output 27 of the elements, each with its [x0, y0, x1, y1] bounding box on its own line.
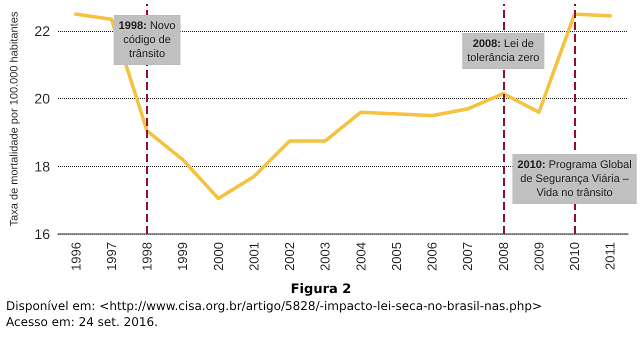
- x-tick-label: 2006: [424, 242, 440, 271]
- x-tick-label: 2000: [210, 242, 226, 271]
- y-tick-label: 22: [34, 23, 50, 40]
- y-tick-label: 20: [34, 90, 50, 107]
- text: Figura 2: [290, 282, 352, 297]
- x-tick-label: 2009: [531, 242, 546, 271]
- x-tick-label: 2011: [602, 242, 618, 270]
- x-tick-label: 2008: [496, 242, 511, 271]
- x-tick-label: 1997: [104, 242, 119, 271]
- text: Disponível em: <http://www.cisa.org.br/artigo/5828/-impacto-lei-seca-no-brasil-nas.php>: [6, 299, 544, 313]
- text: Acesso em: 24 set. 2016.: [6, 315, 159, 329]
- x-tick-label: 2004: [353, 242, 368, 271]
- y-tick-label: 16: [34, 226, 50, 242]
- ref-line-label: 1998: Novo código de trânsito: [118, 20, 176, 60]
- ref-line-label: 2008: Lei de tolerância zero: [467, 38, 540, 64]
- x-tick-label: 1998: [140, 242, 155, 271]
- ref-line-label: 2010: Programa Global de Segurança Viária – Vida no trânsito: [517, 159, 632, 199]
- x-tick-label: 1999: [175, 242, 190, 271]
- x-tick-label: 2003: [318, 242, 333, 271]
- x-tick-label: 1996: [68, 242, 84, 271]
- x-tick-label: 2010: [567, 242, 582, 271]
- x-tick-label: 2001: [246, 242, 262, 271]
- x-tick-label: 2002: [282, 242, 298, 271]
- y-tick-label: 18: [34, 158, 50, 174]
- y-axis-title: Taxa de mortalidade por 100.000 habitantes: [8, 11, 20, 226]
- x-tick-label: 2007: [460, 242, 476, 271]
- x-tick-label: 2005: [388, 242, 404, 271]
